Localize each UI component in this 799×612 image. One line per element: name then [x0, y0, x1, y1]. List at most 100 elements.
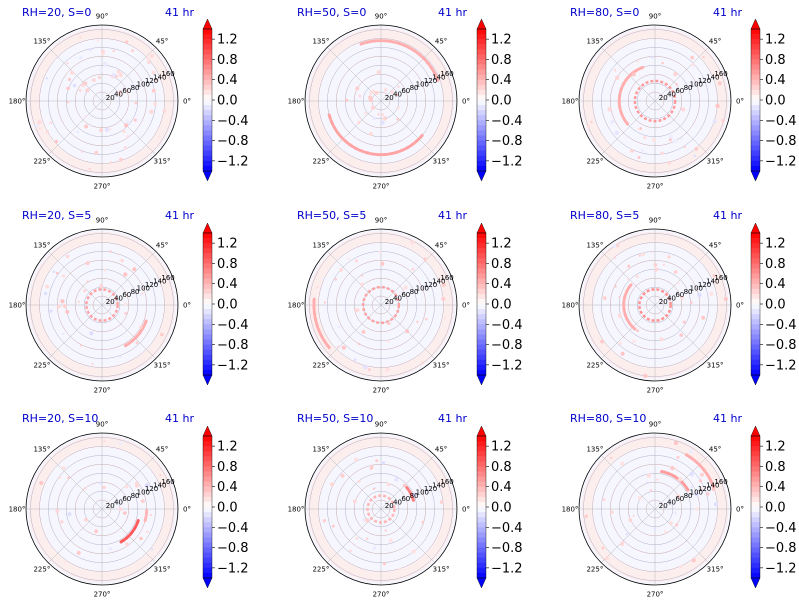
colorbar-tick-label: −1.2 [217, 358, 249, 373]
radial-tick-label: 40 [114, 91, 123, 99]
colorbar-segment [477, 110, 486, 116]
field-blob [133, 118, 137, 122]
field-blob [120, 258, 124, 263]
colorbar-segment [477, 329, 486, 335]
angular-gridline [601, 100, 656, 155]
colorbar-segment [203, 562, 212, 569]
field-blob [55, 509, 60, 514]
colorbar-segment [477, 278, 486, 285]
radial-tick-label: 40 [393, 91, 402, 99]
field-blob [355, 536, 359, 540]
colorbar-tick-label: 0.0 [491, 94, 512, 109]
field-blob [91, 78, 96, 83]
polar-frame [304, 228, 458, 382]
field-blob [602, 497, 606, 502]
angular-gridline [48, 455, 103, 510]
angular-tick-label: 135° [586, 241, 603, 249]
field-blob [124, 311, 127, 315]
radial-tick-label: 140 [432, 74, 445, 82]
field-blob [602, 296, 607, 301]
angular-tick-label: 45° [435, 241, 447, 249]
colorbar-segment [477, 512, 486, 518]
field-blob [689, 449, 694, 454]
field-blob [403, 285, 408, 290]
colorbar-segment [477, 359, 486, 366]
field-blob [656, 478, 659, 481]
radial-tick-label: 80 [131, 492, 140, 500]
angular-tick-label: 135° [33, 445, 50, 453]
field-arc [405, 485, 415, 502]
colorbar-segment [477, 562, 486, 569]
colorbar-tick-label: −0.4 [765, 521, 797, 536]
field-blob [100, 51, 105, 56]
field-blob [125, 542, 129, 546]
colorbar-segment [751, 44, 760, 50]
field-blob [377, 113, 380, 116]
field-blob [94, 529, 99, 534]
field-blob [88, 167, 91, 171]
field-blob [613, 256, 617, 259]
colorbar-segment [203, 537, 212, 543]
colorbar-tick-label: 1.2 [765, 33, 786, 48]
colorbar-segment [203, 436, 212, 442]
colorbar-tick-label: −1.2 [765, 358, 797, 373]
field-blob [689, 471, 694, 477]
field-blob [66, 62, 69, 65]
field-blob [380, 261, 385, 266]
colorbar-segment [751, 476, 760, 483]
field-blob [124, 40, 129, 44]
colorbar: 1.2 0.8 0.4 0.0 −0.4 −0.8 −1.2 [476, 222, 523, 386]
colorbar-segment [477, 79, 486, 86]
colorbar-segment [203, 34, 212, 40]
angular-tick-label: 0° [462, 302, 470, 310]
field-blob [659, 337, 664, 342]
field-blob [65, 254, 70, 259]
field-blob [423, 257, 427, 261]
colorbar-segment [477, 344, 486, 351]
field-blob [119, 355, 122, 358]
colorbar-segment [751, 125, 760, 131]
radial-tick-label: 100 [137, 488, 150, 496]
field-blob [627, 278, 630, 281]
panel-title: RH=20, S=0 [22, 6, 91, 19]
colorbar-segment [477, 532, 486, 538]
field-blob [364, 111, 367, 115]
colorbar-segment [751, 466, 760, 472]
radial-tick-label: 60 [122, 495, 131, 503]
field-blob [153, 102, 158, 106]
colorbar-segment [477, 165, 486, 172]
colorbar-segment [477, 486, 486, 493]
field-blob [372, 487, 375, 490]
field-blob [386, 483, 391, 487]
field-blob [78, 35, 82, 39]
field-blob [355, 86, 360, 91]
angular-tick-label: 270° [94, 387, 111, 395]
colorbar-tick-label: 0.4 [217, 480, 238, 495]
colorbar-tick-label: 0.4 [217, 73, 238, 88]
field-blob [636, 329, 639, 333]
field-blob [118, 507, 123, 512]
radial-tick-label: 20 [659, 298, 668, 306]
polar-panel: 0°45°90°135°180°225°270°315°20 40 60 801001… [9, 412, 195, 599]
field-blob [372, 116, 376, 121]
colorbar-segment [477, 369, 486, 376]
colorbar-segment [203, 253, 212, 259]
field-blob [159, 473, 162, 477]
field-blob [83, 81, 88, 86]
angular-tick-label: 90° [96, 217, 108, 225]
field-blob [83, 487, 86, 490]
field-blob [131, 49, 134, 52]
angular-tick-label: 45° [435, 37, 447, 45]
radial-tick-label: 60 [675, 495, 684, 503]
colorbar-segment [751, 288, 760, 295]
colorbar-segment [203, 145, 212, 152]
field-blob [638, 254, 641, 257]
colorbar-segment [751, 110, 760, 116]
colorbar-extend-max [476, 425, 487, 437]
field-blob [712, 274, 716, 278]
field-blob [60, 299, 65, 304]
colorbar-segment [751, 69, 760, 76]
field-blob [675, 523, 679, 527]
angular-gridline [654, 251, 709, 306]
polar-frame [25, 432, 179, 586]
